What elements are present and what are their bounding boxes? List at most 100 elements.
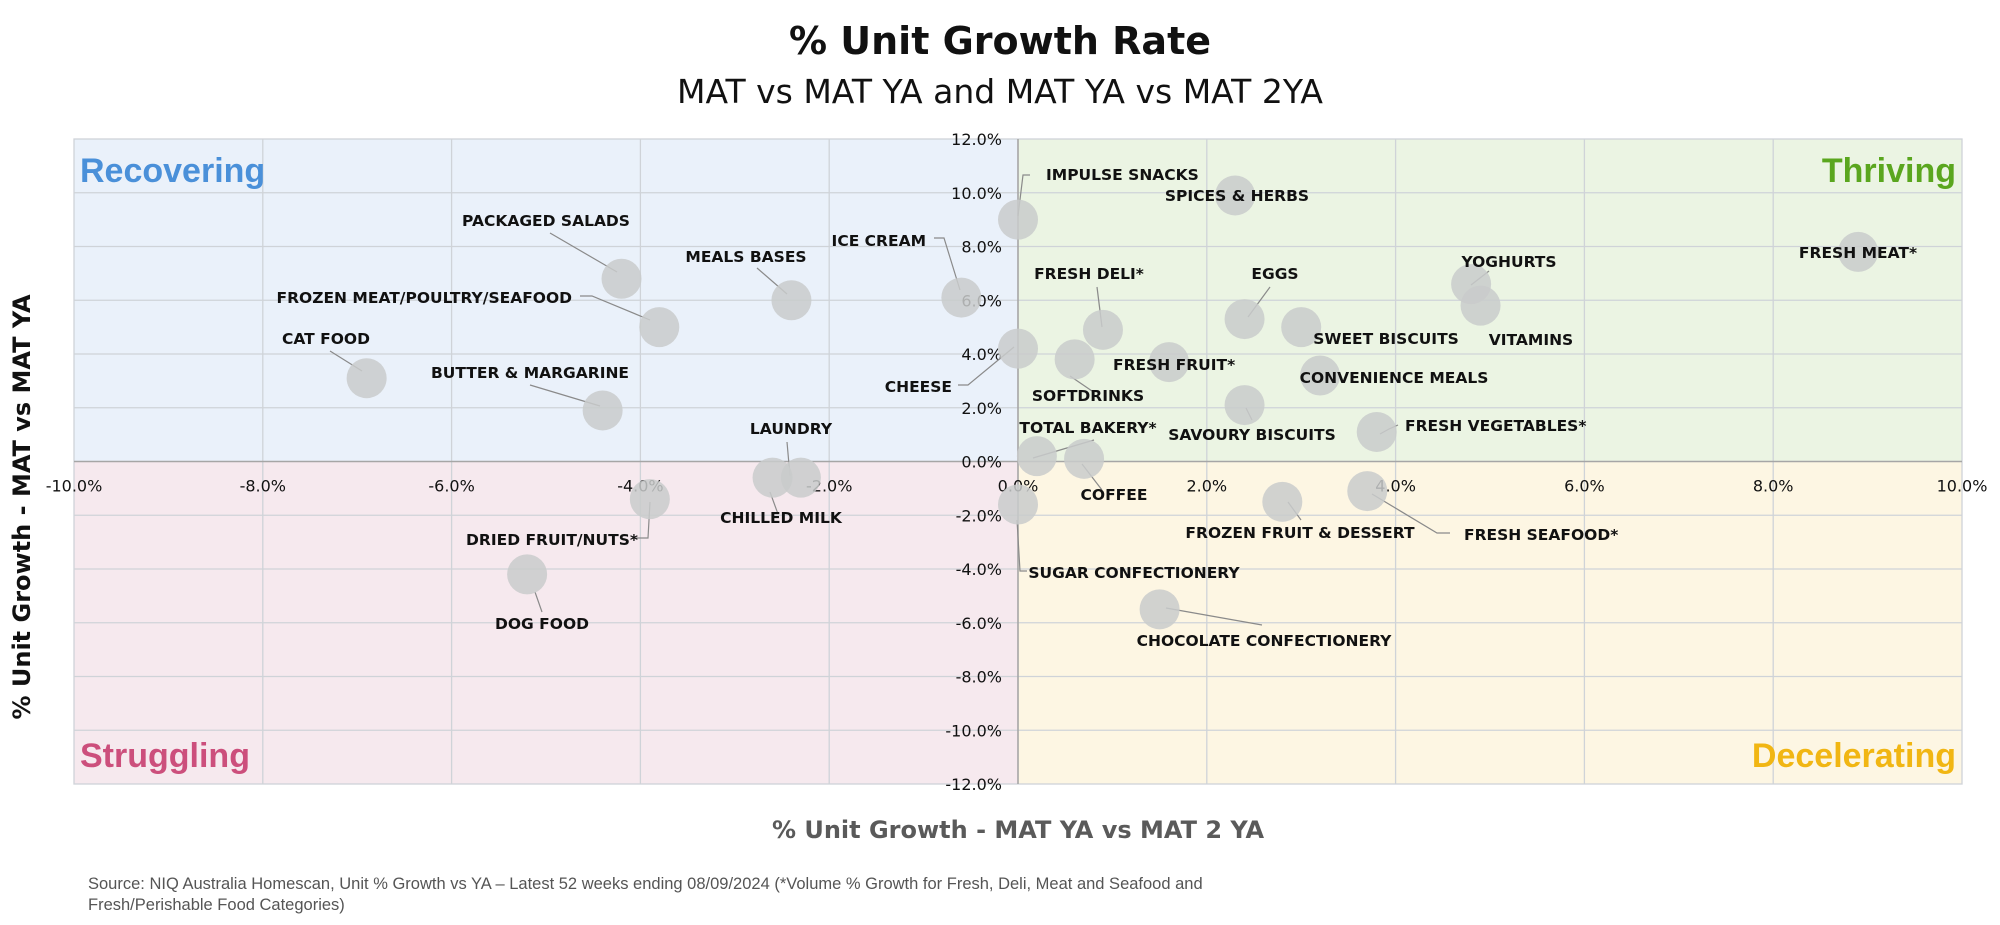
label-fresh-fruit: FRESH FRUIT*: [1113, 356, 1235, 374]
quadrant-label-decelerating: Decelerating: [1752, 737, 1956, 775]
point-sugar-confectionery: [998, 484, 1038, 525]
point-chocolate-confectionery: [1139, 589, 1180, 630]
label-chocolate-confectionery: CHOCOLATE CONFECTIONERY: [1137, 632, 1393, 650]
leader-chocolate-confectionery: [1165, 607, 1263, 626]
label-fresh-meat: FRESH MEAT*: [1799, 244, 1917, 262]
label-savoury-biscuits: SAVOURY BISCUITS: [1168, 426, 1336, 444]
point-eggs: [1224, 299, 1265, 340]
label-spices-herbs: SPICES & HERBS: [1165, 187, 1309, 205]
y-tick-label: 8.0%: [961, 238, 1002, 257]
label-chilled-milk: CHILLED MILK: [720, 509, 843, 527]
point-softdrinks: [1054, 339, 1095, 380]
y-tick-label: 4.0%: [961, 345, 1002, 364]
chart-subtitle: MAT vs MAT YA and MAT YA vs MAT 2YA: [677, 72, 1323, 111]
quadrant-label-struggling: Struggling: [80, 737, 250, 775]
point-laundry: [780, 457, 821, 498]
label-frozen-fruit-dessert: FROZEN FRUIT & DESSERT: [1185, 524, 1415, 542]
point-vitamins: [1460, 285, 1501, 326]
point-fresh-meat: [1838, 231, 1879, 272]
point-chilled-milk: [752, 457, 793, 498]
point-packaged-salads: [601, 258, 642, 299]
point-spices-herbs: [1215, 175, 1256, 216]
data-labels: IMPULSE SNACKS SPICES & HERBS FRESH MEAT* I…: [277, 166, 1918, 650]
point-cheese: [998, 328, 1038, 369]
label-fresh-vegetables: FRESH VEGETABLES*: [1405, 417, 1586, 435]
label-yoghurts: YOGHURTS: [1460, 253, 1556, 271]
y-tick-label: 2.0%: [961, 399, 1002, 418]
leader-ice-cream: [934, 237, 961, 291]
label-coffee: COFFEE: [1081, 486, 1148, 504]
label-total-bakery: TOTAL BAKERY*: [1019, 419, 1156, 437]
label-packaged-salads: PACKAGED SALADS: [462, 212, 630, 230]
y-tick-label: -4.0%: [956, 560, 1002, 579]
y-tick-label: -12.0%: [945, 775, 1002, 794]
label-dog-food: DOG FOOD: [495, 615, 589, 633]
y-axis-ticks: 12.0%10.0%8.0%6.0%4.0%2.0%0.0%-2.0%-4.0%…: [945, 130, 1002, 794]
x-tick-label: -10.0%: [46, 477, 103, 496]
label-sweet-biscuits: SWEET BISCUITS: [1313, 330, 1459, 348]
y-tick-label: -10.0%: [945, 721, 1002, 740]
point-fresh-vegetables: [1356, 411, 1397, 452]
point-fresh-seafood: [1347, 471, 1388, 512]
x-axis-ticks: -10.0%-8.0%-6.0%-4.0%-2.0%0.0%2.0%4.0%6.…: [46, 477, 1988, 496]
point-cat-food: [346, 358, 387, 399]
x-tick-label: 8.0%: [1753, 477, 1794, 496]
label-fresh-deli: FRESH DELI*: [1034, 265, 1144, 283]
y-tick-label: 10.0%: [951, 184, 1002, 203]
point-savoury-biscuits: [1224, 385, 1265, 426]
quadrant-label-recovering: Recovering: [80, 152, 265, 190]
point-sweet-biscuits: [1281, 307, 1322, 348]
y-axis-title: % Unit Growth - MAT vs MAT YA: [8, 294, 36, 719]
chart-title: % Unit Growth Rate: [789, 19, 1211, 63]
label-convenience-meals: CONVENIENCE MEALS: [1300, 369, 1489, 387]
label-dried-fruit-nuts: DRIED FRUIT/NUTS*: [466, 531, 638, 549]
point-frozen-fruit-dessert: [1262, 481, 1303, 522]
label-sugar-confectionery: SUGAR CONFECTIONERY: [1028, 564, 1240, 582]
source-line-1: Source: NIQ Australia Homescan, Unit % G…: [88, 875, 1203, 893]
label-fresh-seafood: FRESH SEAFOOD*: [1464, 526, 1618, 544]
point-meals-bases: [771, 280, 812, 321]
point-dog-food: [507, 554, 548, 595]
x-axis-title: % Unit Growth - MAT YA vs MAT 2 YA: [772, 816, 1265, 844]
label-meals-bases: MEALS BASES: [685, 248, 806, 266]
point-dried-fruit-nuts: [629, 479, 670, 520]
leader-cheese: [958, 346, 1015, 386]
point-total-bakery: [1016, 436, 1057, 477]
label-softdrinks: SOFTDRINKS: [1032, 387, 1144, 405]
x-tick-label: -8.0%: [240, 477, 286, 496]
grid-lines: [73, 138, 1963, 785]
label-ice-cream: ICE CREAM: [832, 232, 926, 250]
quadrant-labels: Recovering Thriving Struggling Decelerating: [80, 152, 1956, 775]
x-tick-label: 2.0%: [1186, 477, 1227, 496]
source-line-2: Fresh/Perishable Food Categories): [88, 896, 345, 914]
point-impulse-snacks: [998, 199, 1038, 240]
label-impulse-snacks: IMPULSE SNACKS: [1046, 166, 1199, 184]
label-cat-food: CAT FOOD: [282, 330, 370, 348]
label-laundry: LAUNDRY: [750, 420, 833, 438]
label-eggs: EGGS: [1251, 265, 1298, 283]
label-cheese: CHEESE: [885, 378, 952, 396]
leader-dog-food: [534, 591, 543, 613]
point-fresh-deli: [1082, 309, 1123, 350]
y-tick-label: -2.0%: [956, 506, 1002, 525]
leader-frozen-meat-poultry-seafood: [580, 295, 651, 321]
label-butter-margarine: BUTTER & MARGARINE: [431, 364, 629, 382]
label-frozen-meat-poultry-seafood: FROZEN MEAT/POULTRY/SEAFOOD: [277, 289, 573, 307]
y-tick-label: 0.0%: [961, 453, 1002, 472]
y-tick-label: -8.0%: [956, 668, 1002, 687]
point-fresh-fruit: [1149, 342, 1190, 383]
leader-fresh-seafood: [1371, 493, 1450, 534]
label-vitamins: VITAMINS: [1489, 331, 1573, 349]
leader-packaged-salads: [549, 232, 618, 273]
quadrant-label-thriving: Thriving: [1822, 152, 1956, 190]
x-tick-label: -6.0%: [428, 477, 474, 496]
data-points: [346, 175, 1879, 630]
point-butter-margarine: [582, 390, 623, 431]
leader-sugar-confectionery: [1016, 519, 1027, 572]
point-coffee: [1064, 438, 1105, 479]
point-convenience-meals: [1300, 355, 1341, 396]
point-frozen-meat-poultry-seafood: [639, 307, 680, 348]
y-tick-label: -6.0%: [956, 614, 1002, 633]
point-ice-cream: [941, 277, 982, 318]
y-tick-label: 12.0%: [951, 130, 1002, 149]
